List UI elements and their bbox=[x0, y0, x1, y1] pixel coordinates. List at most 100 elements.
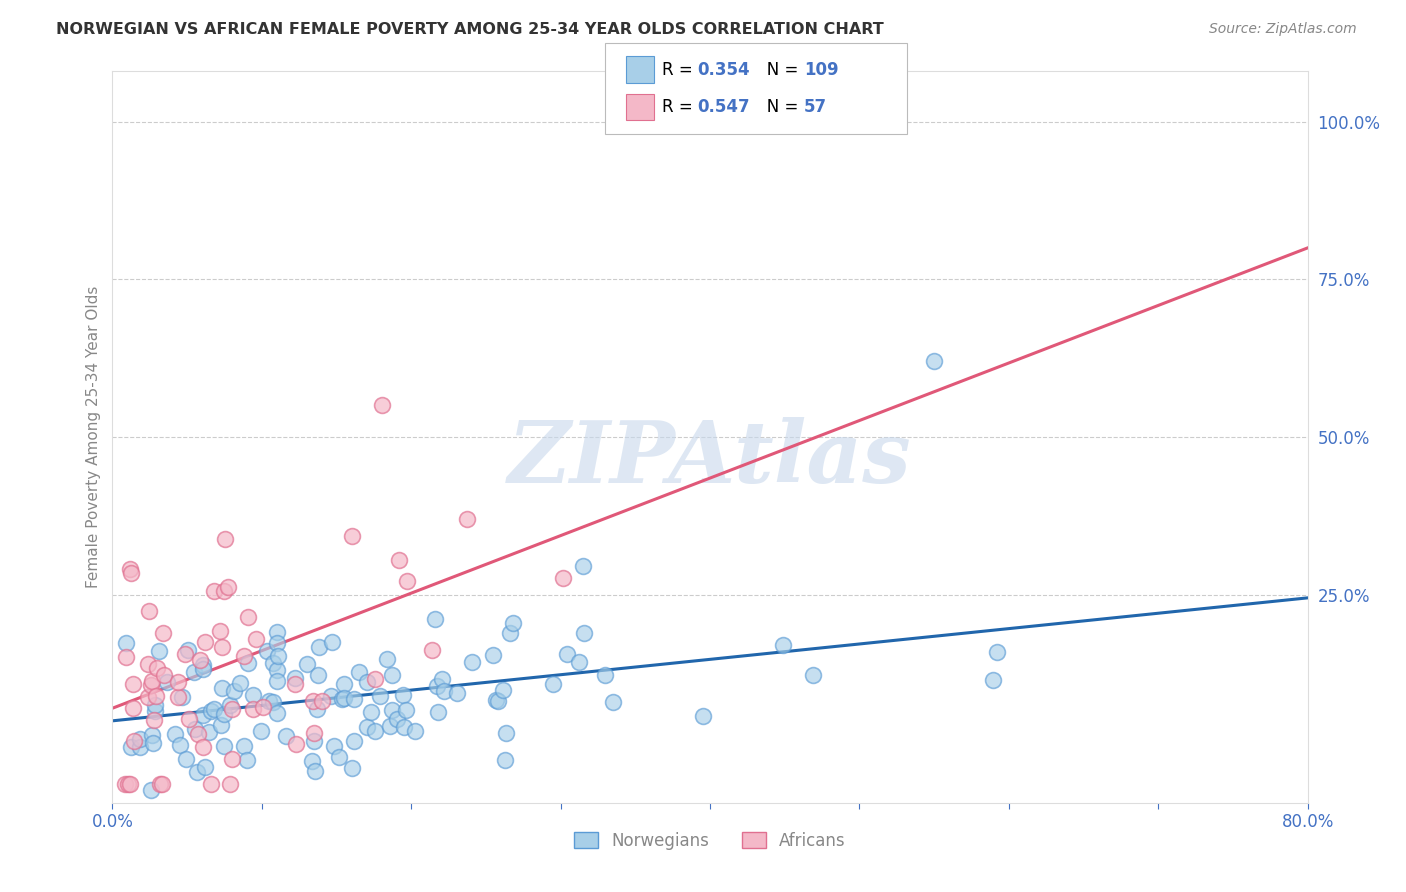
Point bbox=[153, 668, 176, 682]
Point bbox=[163, 727, 186, 741]
Point bbox=[266, 625, 288, 640]
Point bbox=[262, 657, 284, 671]
Point bbox=[446, 686, 468, 700]
Point bbox=[371, 398, 394, 412]
Point bbox=[340, 529, 363, 543]
Point bbox=[200, 704, 222, 718]
Point bbox=[307, 668, 329, 682]
Point bbox=[174, 752, 197, 766]
Point bbox=[266, 706, 288, 720]
Point bbox=[392, 720, 415, 734]
Point bbox=[120, 739, 142, 754]
Text: R =: R = bbox=[662, 61, 699, 78]
Point bbox=[212, 583, 235, 598]
Point bbox=[360, 705, 382, 719]
Point bbox=[217, 580, 239, 594]
Point bbox=[340, 761, 363, 775]
Point bbox=[121, 700, 143, 714]
Point bbox=[142, 713, 165, 727]
Point bbox=[495, 726, 517, 740]
Point bbox=[420, 643, 443, 657]
Point bbox=[120, 566, 142, 580]
Point bbox=[266, 636, 288, 650]
Point bbox=[388, 553, 411, 567]
Point bbox=[456, 512, 478, 526]
Point bbox=[392, 688, 415, 702]
Point bbox=[572, 558, 595, 573]
Point bbox=[238, 609, 260, 624]
Point bbox=[187, 727, 209, 741]
Point bbox=[148, 777, 170, 791]
Text: 57: 57 bbox=[804, 98, 827, 116]
Point bbox=[295, 657, 318, 672]
Point bbox=[141, 674, 163, 689]
Point bbox=[772, 638, 794, 652]
Point bbox=[128, 740, 150, 755]
Point bbox=[983, 673, 1005, 687]
Point bbox=[212, 739, 235, 754]
Point bbox=[305, 702, 328, 716]
Point bbox=[368, 689, 391, 703]
Point bbox=[922, 354, 945, 368]
Point bbox=[284, 737, 307, 751]
Point bbox=[202, 584, 225, 599]
Point bbox=[242, 702, 264, 716]
Text: R =: R = bbox=[662, 98, 699, 116]
Point bbox=[136, 657, 159, 672]
Text: ZIPAtlas: ZIPAtlas bbox=[508, 417, 912, 500]
Point bbox=[167, 690, 190, 704]
Point bbox=[330, 692, 353, 706]
Point bbox=[236, 656, 259, 670]
Point bbox=[395, 703, 418, 717]
Point bbox=[245, 632, 267, 646]
Point bbox=[167, 674, 190, 689]
Point bbox=[176, 642, 198, 657]
Point bbox=[218, 698, 240, 712]
Point bbox=[404, 724, 426, 739]
Text: N =: N = bbox=[751, 98, 803, 116]
Point bbox=[381, 667, 404, 681]
Point bbox=[319, 689, 342, 703]
Point bbox=[432, 673, 454, 687]
Point bbox=[184, 722, 207, 736]
Point bbox=[284, 671, 307, 685]
Point bbox=[141, 783, 163, 797]
Point bbox=[541, 677, 564, 691]
Text: N =: N = bbox=[751, 61, 803, 78]
Point bbox=[193, 662, 215, 676]
Point bbox=[555, 647, 578, 661]
Point bbox=[242, 688, 264, 702]
Point bbox=[343, 734, 366, 748]
Point bbox=[211, 640, 233, 654]
Point bbox=[485, 692, 508, 706]
Legend: Norwegians, Africans: Norwegians, Africans bbox=[568, 825, 852, 856]
Point bbox=[148, 644, 170, 658]
Point bbox=[221, 702, 243, 716]
Point bbox=[152, 625, 174, 640]
Point bbox=[301, 754, 323, 768]
Point bbox=[200, 777, 222, 791]
Point bbox=[128, 731, 150, 746]
Point bbox=[183, 665, 205, 679]
Point bbox=[174, 647, 197, 661]
Point bbox=[142, 736, 165, 750]
Point bbox=[692, 708, 714, 723]
Point bbox=[425, 612, 447, 626]
Point bbox=[267, 649, 290, 664]
Point bbox=[342, 692, 364, 706]
Point bbox=[118, 562, 141, 576]
Point bbox=[502, 615, 524, 630]
Point bbox=[492, 683, 515, 698]
Text: 0.547: 0.547 bbox=[697, 98, 749, 116]
Point bbox=[141, 678, 163, 692]
Point bbox=[222, 683, 245, 698]
Point bbox=[219, 777, 242, 791]
Text: Source: ZipAtlas.com: Source: ZipAtlas.com bbox=[1209, 22, 1357, 37]
Point bbox=[301, 694, 323, 708]
Point bbox=[194, 759, 217, 773]
Point bbox=[426, 679, 449, 693]
Point bbox=[156, 675, 179, 690]
Point bbox=[482, 648, 505, 663]
Point bbox=[568, 655, 591, 669]
Point bbox=[266, 674, 288, 689]
